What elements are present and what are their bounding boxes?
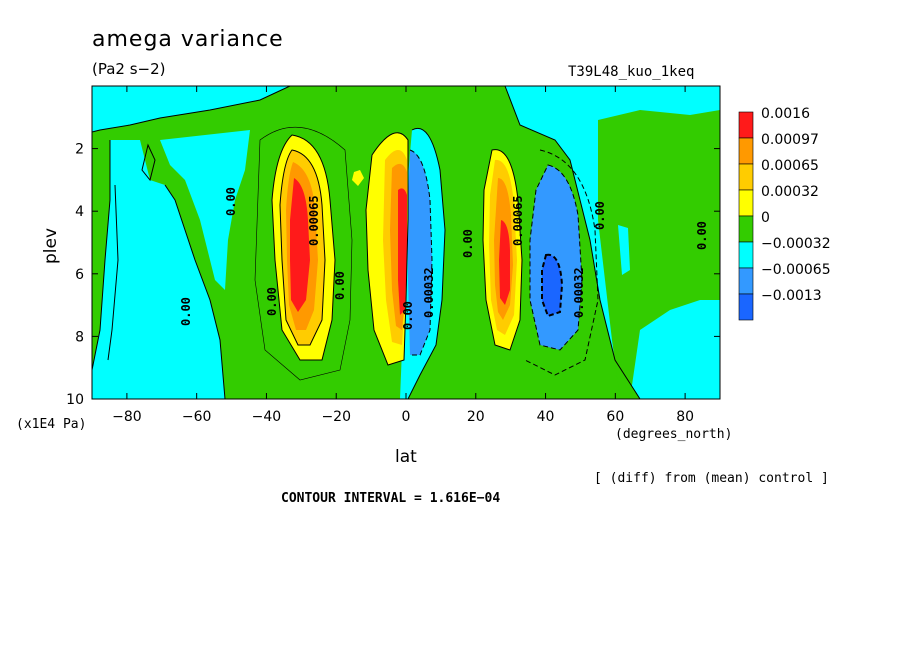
color-legend: 0.0016 0.00097 0.00065 0.00032 0 −0.00032 −0.0… <box>738 106 831 321</box>
x-tick-label: 80 <box>676 409 694 425</box>
contour-label: 0.00065 <box>511 195 525 246</box>
legend-label: 0.00032 <box>761 184 819 200</box>
contour-label: 0.00 <box>695 221 709 250</box>
cyan-region-west <box>92 86 290 399</box>
legend-swatch <box>738 215 754 243</box>
contour-label: 0.00 <box>224 187 238 216</box>
y-tick-label: 10 <box>66 392 84 408</box>
red-max-equator <box>398 188 407 315</box>
chart-title: amega variance <box>92 27 284 52</box>
legend-label: −0.00032 <box>761 236 831 252</box>
x-tick-label: −80 <box>112 409 142 425</box>
legend-label: 0.00097 <box>761 132 819 148</box>
diff-note: [ (diff) from (mean) control ] <box>594 471 829 486</box>
x-units: (degrees_north) <box>615 427 732 442</box>
legend-label: −0.00065 <box>761 262 831 278</box>
y-tick-label: 4 <box>75 204 84 220</box>
x-axis: −80 −60 −40 −20 0 20 40 60 80 <box>112 86 694 425</box>
contour-interval: CONTOUR INTERVAL = 1.616E−04 <box>281 491 500 506</box>
x-tick-label: 0 <box>402 409 411 425</box>
red-max-south <box>290 178 310 312</box>
legend-swatch <box>738 189 754 217</box>
legend-label: −0.0013 <box>761 288 822 304</box>
contour-lines <box>92 86 641 399</box>
legend-swatch <box>738 241 754 269</box>
legend-swatch <box>738 111 754 139</box>
contour-label-group: 0.00 0.00 0.00 0.00 0.00 0.00 0.00 0.000… <box>179 187 709 330</box>
legend-swatch <box>738 267 754 295</box>
x-tick-label: 40 <box>537 409 555 425</box>
yellow-patch-small <box>352 170 364 186</box>
y-tick-label: 8 <box>75 329 84 345</box>
x-tick-label: −60 <box>182 409 212 425</box>
legend-swatch <box>738 137 754 165</box>
legend-swatch <box>738 163 754 191</box>
contour-field: 0.00 0.00 0.00 0.00 0.00 0.00 0.00 0.000… <box>92 86 720 399</box>
legend-label: 0 <box>761 210 770 226</box>
x-tick-label: 60 <box>606 409 624 425</box>
contour-label: 0.00 <box>461 229 475 258</box>
chart-subtitle: (Pa2 s−2) <box>92 60 166 78</box>
x-tick-label: 20 <box>467 409 485 425</box>
run-label: T39L48_kuo_1keq <box>568 64 694 80</box>
blue-dark-east <box>542 254 562 316</box>
y-axis-title: plev <box>41 228 61 264</box>
y-tick-label: 2 <box>75 142 84 158</box>
negative-contours <box>409 149 599 376</box>
contour-label: 0.00065 <box>307 195 321 246</box>
x-tick-label: −20 <box>321 409 351 425</box>
legend-label: 0.0016 <box>761 106 810 122</box>
contour-label: 0.00 <box>333 271 347 300</box>
contour-label: 0.00032 <box>572 267 586 318</box>
red-max-north <box>499 220 510 305</box>
cyan-region-west-2 <box>160 130 250 290</box>
contour-label: 0.00 <box>401 301 415 330</box>
contour-label: 0.00 <box>593 201 607 230</box>
blue-region-equator <box>408 150 432 355</box>
legend-label: 0.00065 <box>761 158 819 174</box>
y-tick-label: 6 <box>75 267 84 283</box>
y-units: (x1E4 Pa) <box>16 417 86 432</box>
cyan-sliver-east <box>618 225 630 275</box>
x-axis-title: lat <box>395 447 417 467</box>
contour-label: 0.00032 <box>422 267 436 318</box>
contour-label: 0.00 <box>179 297 193 326</box>
legend-swatch <box>738 293 754 321</box>
x-tick-label: −40 <box>252 409 282 425</box>
y-axis: 2 4 6 8 10 <box>66 142 720 408</box>
green-patch-east <box>598 110 720 399</box>
contour-label: 0.00 <box>265 287 279 316</box>
